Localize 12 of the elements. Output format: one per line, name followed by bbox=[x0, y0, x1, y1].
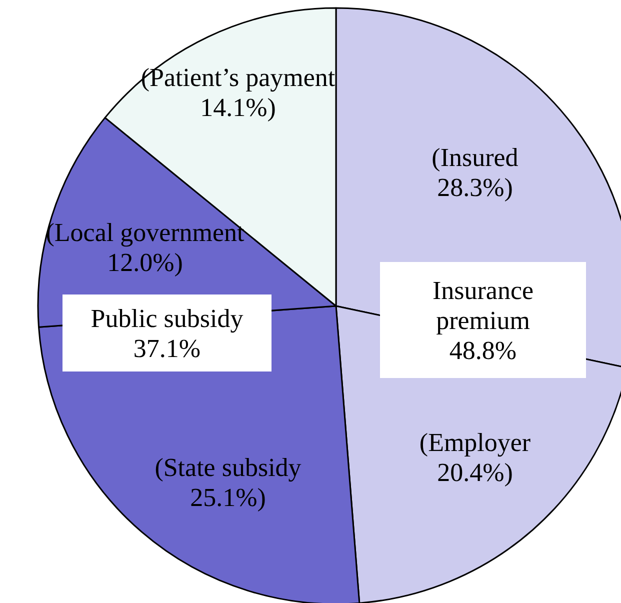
data-label: 25.1%) bbox=[190, 483, 266, 512]
data-label: 14.1%) bbox=[200, 93, 276, 122]
data-label: 20.4%) bbox=[437, 458, 513, 487]
slice-label: (Local government bbox=[46, 218, 246, 248]
slice-label: (Insured bbox=[432, 143, 518, 172]
data-label: 28.3%) bbox=[437, 173, 513, 202]
slice-label: (Patient’s payment bbox=[140, 63, 336, 92]
slice-label: (State subsidy bbox=[154, 453, 302, 482]
text: Insurance premium 48.8% bbox=[432, 276, 534, 365]
text: Public subsidy 37.1% bbox=[90, 304, 244, 364]
data-label: 12.0%) bbox=[107, 248, 183, 277]
slice-label: (Employer bbox=[419, 428, 531, 458]
